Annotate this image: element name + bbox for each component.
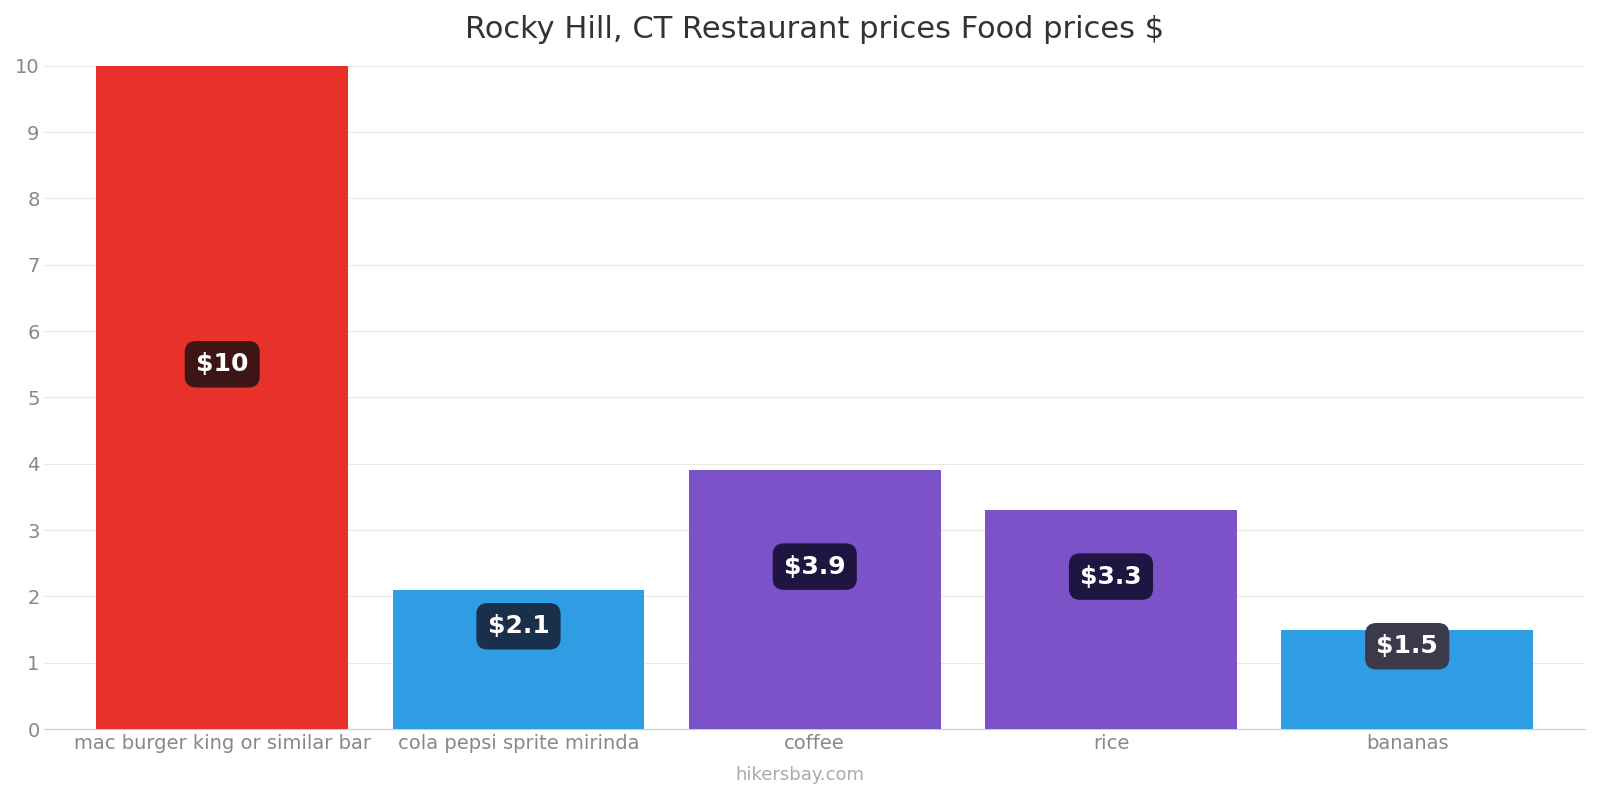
Text: $2.1: $2.1 bbox=[488, 614, 549, 638]
Bar bbox=[1282, 630, 1533, 729]
Text: hikersbay.com: hikersbay.com bbox=[736, 766, 864, 784]
Text: $3.3: $3.3 bbox=[1080, 565, 1142, 589]
Bar bbox=[986, 510, 1237, 729]
Bar bbox=[96, 66, 349, 729]
Bar bbox=[392, 590, 645, 729]
Text: $10: $10 bbox=[195, 352, 248, 376]
Bar bbox=[690, 470, 941, 729]
Title: Rocky Hill, CT Restaurant prices Food prices $: Rocky Hill, CT Restaurant prices Food pr… bbox=[466, 15, 1165, 44]
Text: $3.9: $3.9 bbox=[784, 554, 845, 578]
Text: $1.5: $1.5 bbox=[1376, 634, 1438, 658]
